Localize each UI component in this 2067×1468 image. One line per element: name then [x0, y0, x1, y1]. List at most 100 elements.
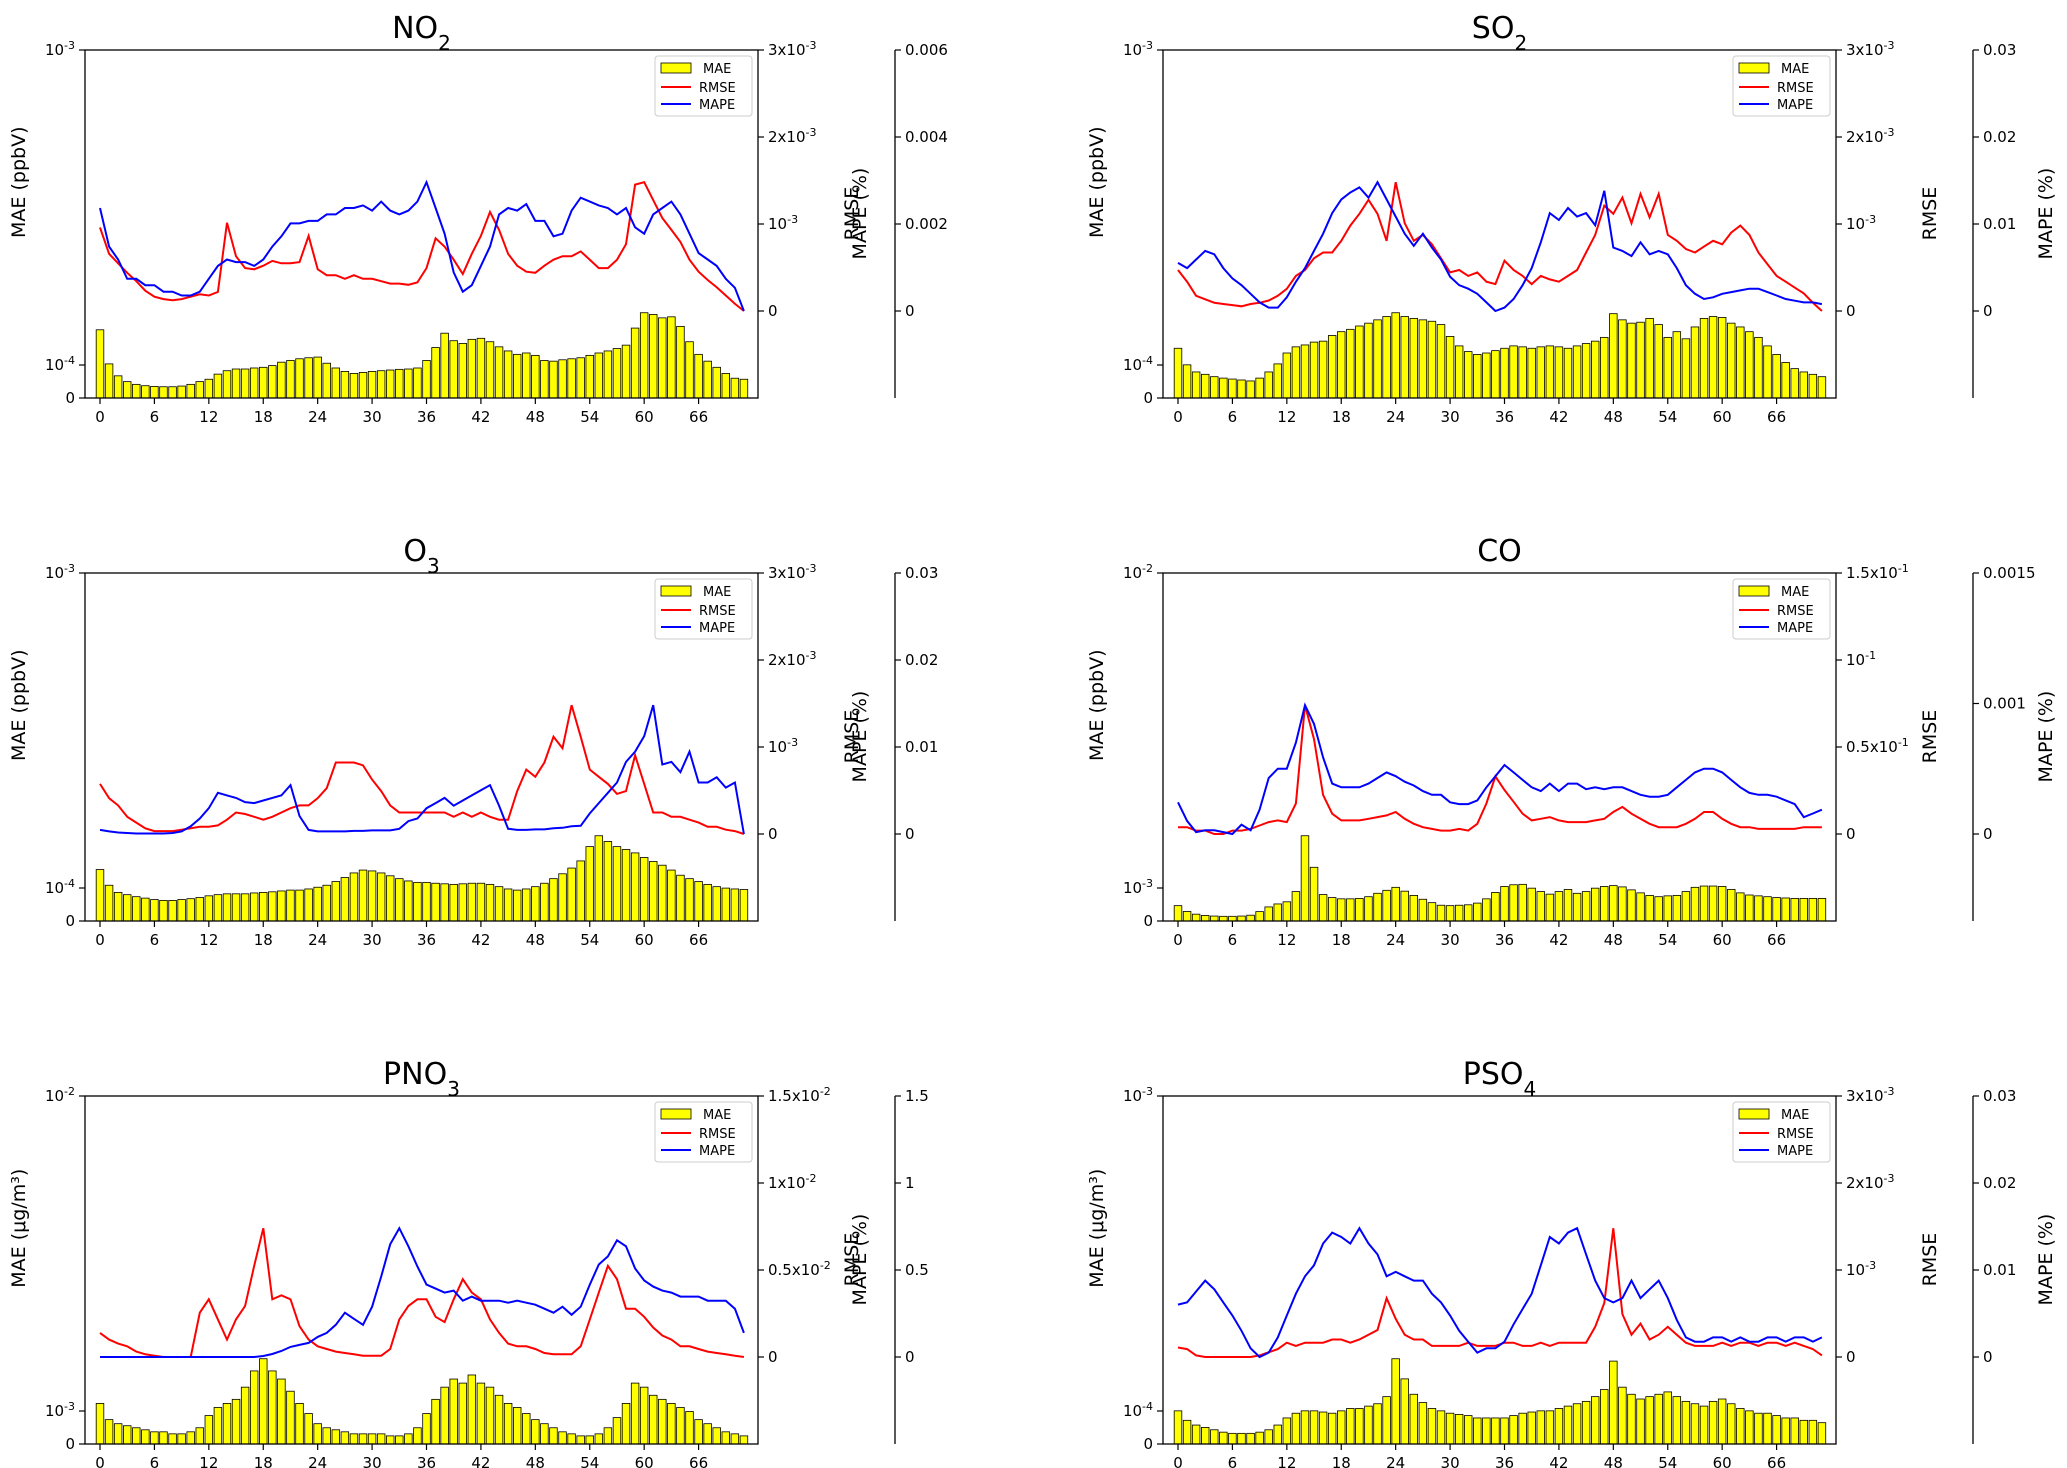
- x-tick-label: 6: [150, 931, 160, 949]
- mae-bar: [322, 884, 331, 922]
- mae-bar: [621, 1403, 631, 1445]
- mae-bar: [1210, 376, 1219, 399]
- mae-bar: [322, 362, 331, 399]
- mae-bar: [358, 372, 368, 399]
- mae-bar: [1246, 380, 1255, 399]
- mae-bar: [159, 900, 168, 922]
- x-tick-label: 54: [1658, 931, 1677, 949]
- legend-swatch-mae: [660, 1108, 692, 1120]
- mae-bar: [358, 1433, 368, 1445]
- mae-bar: [413, 1427, 422, 1445]
- mae-bar: [1418, 319, 1428, 399]
- rmse-tick-label: 2x10-3: [1846, 1172, 1894, 1193]
- left-tick-label: 10-4: [45, 354, 75, 375]
- chart-title: CO: [1477, 534, 1522, 569]
- x-tick-label: 36: [417, 408, 436, 426]
- x-tick-label: 12: [1277, 931, 1296, 949]
- legend-label-mae: MAE: [1781, 585, 1809, 600]
- mape-line: [100, 1226, 745, 1358]
- x-tick-label: 12: [199, 408, 218, 426]
- mae-bar: [494, 1394, 504, 1445]
- y-axis-label-mape: MAPE (%): [2035, 691, 2057, 783]
- mae-bar: [386, 369, 395, 399]
- rmse-tick-label: 1.5x10-1: [1846, 562, 1909, 583]
- mae-bar: [1355, 898, 1364, 922]
- mae-bar: [1817, 376, 1827, 399]
- x-tick-label: 12: [199, 931, 218, 949]
- rmse-tick-label: 10-3: [768, 736, 798, 757]
- mae-bar: [549, 878, 558, 922]
- mae-bar: [195, 1427, 204, 1445]
- mae-bar: [594, 835, 604, 922]
- mape-line: [1177, 702, 1823, 836]
- mae-bar: [222, 370, 232, 399]
- rmse-tick-label: 3x10-3: [1846, 39, 1894, 60]
- x-tick-label: 6: [150, 1454, 160, 1468]
- mae-bar: [1727, 889, 1736, 922]
- mape-tick-label: 0.0015: [1983, 564, 2036, 582]
- mae-bar: [567, 867, 576, 922]
- mae-bar: [503, 1403, 513, 1445]
- rmse-tick-label: 3x10-3: [768, 39, 816, 60]
- mae-bar: [1409, 895, 1419, 922]
- mae-bar: [1590, 887, 1600, 922]
- mae-bar: [1563, 889, 1573, 922]
- mae-bar: [340, 1431, 350, 1445]
- mae-bar: [141, 897, 150, 922]
- mae-bar: [1464, 904, 1473, 922]
- mae-bar: [213, 894, 223, 922]
- mae-bar: [1536, 346, 1545, 399]
- mae-bar: [1527, 887, 1536, 922]
- mae-bar: [1318, 1411, 1328, 1445]
- mae-bar: [649, 861, 658, 922]
- y-axis-label-mae: MAE (ppbV): [1086, 127, 1108, 238]
- mae-bar: [1636, 321, 1645, 399]
- mape-tick-label: 0.5: [905, 1261, 929, 1279]
- mae-bar: [721, 373, 731, 399]
- legend: MAE RMSE MAPE: [654, 578, 753, 640]
- mae-bar: [676, 1407, 685, 1445]
- mae-bar: [1327, 1412, 1337, 1445]
- x-tick-label: 30: [1441, 408, 1460, 426]
- y-axis-label-rmse: RMSE: [841, 187, 863, 241]
- mae-bar: [476, 337, 486, 399]
- mae-bar: [132, 383, 141, 399]
- rmse-line: [99, 1227, 745, 1358]
- mae-bar: [667, 869, 676, 922]
- mae-bar: [340, 370, 350, 399]
- mae-bar: [1182, 911, 1192, 922]
- x-tick-label: 42: [471, 408, 490, 426]
- mae-bar: [1327, 897, 1337, 922]
- mae-bar: [1182, 1419, 1192, 1445]
- mae-bar: [386, 1435, 395, 1445]
- chart-panel-1: SO2 0 6 12 18 24 30 36 42 48 54 60 66 10-3 10-4 0 MAE (p…: [1086, 11, 2057, 426]
- mae-bar: [1645, 318, 1654, 399]
- mae-bar: [1790, 368, 1799, 399]
- mae-bar: [1572, 1403, 1582, 1445]
- mae-bar: [1563, 347, 1573, 399]
- mae-bar: [1364, 1405, 1373, 1445]
- mae-bar: [667, 1403, 676, 1445]
- left-tick-label: 0: [65, 389, 75, 407]
- rmse-tick-label: 0: [768, 1348, 778, 1366]
- mae-bar: [458, 883, 467, 922]
- chart-panel-3: CO 0 6 12 18 24 30 36 42 48 54 60 66 10-2 10-3 0 MAE (pp…: [1086, 534, 2057, 949]
- mae-bar: [1246, 914, 1255, 922]
- mae-bar: [576, 1435, 585, 1445]
- x-tick-label: 60: [635, 408, 654, 426]
- legend-label-mae: MAE: [703, 585, 731, 600]
- x-tick-label: 30: [363, 408, 382, 426]
- x-tick-label: 30: [1441, 931, 1460, 949]
- legend: MAE RMSE MAPE: [1732, 1101, 1831, 1163]
- mae-bar: [1654, 324, 1663, 399]
- mae-bar: [1699, 885, 1709, 922]
- mae-bar: [1600, 886, 1609, 922]
- mae-bar: [1527, 347, 1536, 399]
- mae-bar: [494, 346, 504, 399]
- y-axis-label-mae: MAE (ppbV): [8, 127, 30, 238]
- mae-bar: [703, 360, 712, 399]
- x-tick-label: 0: [95, 408, 105, 426]
- mae-bar: [1228, 378, 1237, 399]
- mae-bar: [1482, 1417, 1491, 1445]
- mae-bar: [1264, 1429, 1273, 1445]
